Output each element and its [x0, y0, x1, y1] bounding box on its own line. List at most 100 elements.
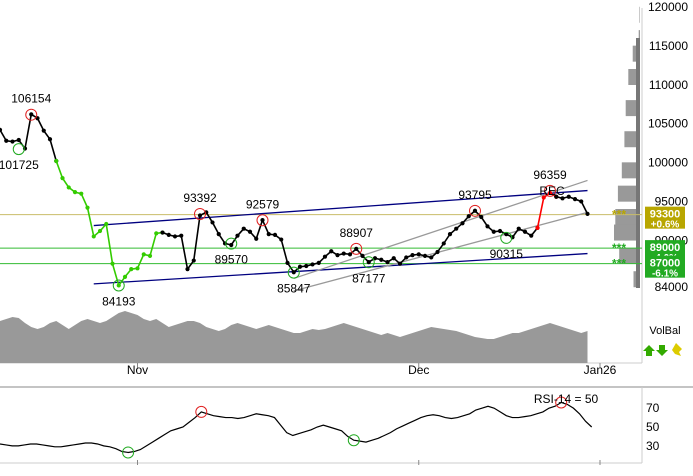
pivot-label: 96359 [533, 168, 567, 182]
pivot-marker [194, 207, 206, 220]
price-point [354, 246, 359, 251]
price-point [397, 261, 403, 266]
price-point [572, 197, 578, 202]
price-point [366, 260, 371, 265]
price-point [16, 137, 21, 143]
price-point [291, 270, 296, 275]
price-point [229, 242, 234, 248]
price-point [91, 234, 96, 239]
price-point [422, 253, 428, 258]
rsi-axis-tick: 30 [646, 439, 660, 453]
rsi-marker [195, 405, 208, 418]
price-point [272, 232, 278, 237]
price-point [104, 221, 109, 227]
x-axis-label: Nov [127, 363, 148, 377]
price-point [404, 255, 409, 260]
volume-profile-bar [628, 69, 640, 85]
price-point [460, 221, 465, 226]
price-point [535, 225, 540, 230]
price-point [466, 214, 471, 219]
price-axis-tick: 84000 [655, 280, 689, 294]
price-axis-tick: 110000 [649, 78, 688, 92]
pivot-label: 85847 [277, 282, 311, 296]
rsi-axis-tick: 50 [646, 420, 660, 434]
price-point [110, 261, 115, 266]
price-point [85, 205, 90, 210]
price-point [72, 190, 78, 195]
pivot-label: 101725 [0, 158, 39, 172]
price-point [129, 267, 134, 272]
price-line-segment [55, 160, 163, 288]
volbal-label: VolBal [649, 325, 680, 337]
pivot-label: 89570 [215, 253, 249, 267]
price-point [522, 229, 528, 234]
price-point [360, 253, 365, 258]
price-tag-stars: *** [612, 241, 626, 255]
pivot-marker [362, 256, 375, 269]
price-point [379, 257, 384, 262]
price-point [47, 137, 53, 142]
rsi-marker [122, 446, 135, 459]
price-point [322, 254, 328, 259]
trendline [93, 189, 588, 227]
pivot-label: 93795 [458, 188, 492, 202]
volume-profile-bar [621, 162, 640, 179]
price-point [160, 230, 165, 235]
price-point [385, 260, 390, 265]
price-axis-tick: 120000 [648, 0, 688, 14]
price-point [329, 249, 334, 254]
volume-profile-bar [617, 185, 640, 202]
price-tag-value: 93300 [650, 209, 681, 221]
pivot-marker [112, 279, 125, 292]
pivot-marker [469, 204, 481, 217]
price-point [166, 232, 171, 237]
price-point [391, 256, 396, 261]
pivot-label: 88907 [340, 226, 374, 240]
volume-profile-bar [619, 247, 640, 264]
price-point [154, 231, 159, 236]
pivot-label: 106154 [11, 92, 51, 106]
price-point [285, 260, 290, 265]
price-point [135, 266, 140, 271]
volbal-area [0, 311, 588, 363]
volbal-down-arrow [656, 345, 668, 356]
price-tag-stars: *** [612, 208, 626, 222]
price-point [60, 176, 65, 181]
price-point [310, 262, 315, 267]
rsi-marker [555, 396, 568, 409]
price-point [454, 226, 459, 231]
price-point [529, 233, 534, 238]
pivot-label: 84193 [102, 294, 136, 308]
price-point [216, 232, 221, 237]
trendline [293, 211, 588, 292]
price-point [335, 253, 340, 258]
price-point [497, 228, 503, 234]
price-point [491, 229, 496, 234]
rec-label: REC [539, 184, 565, 198]
rsi-line [0, 401, 593, 454]
volume-profile-bar [614, 224, 640, 241]
price-tag-change: +0.6% [651, 220, 680, 231]
price-point [447, 232, 453, 237]
price-point [304, 263, 309, 269]
pivot-marker [25, 108, 38, 121]
pivot-marker [350, 242, 363, 255]
price-axis-tick: 100000 [648, 156, 688, 170]
volume-profile-bar [615, 209, 640, 225]
pivot-label: 93392 [183, 191, 217, 205]
price-point [141, 252, 146, 257]
price-point [116, 283, 121, 288]
price-point [485, 224, 490, 229]
price-point [554, 194, 559, 199]
price-axis-tick: 95000 [655, 194, 689, 208]
price-point [254, 236, 259, 241]
price-point [247, 229, 253, 234]
volbal-flat-arrow [672, 343, 682, 356]
price-point [66, 185, 71, 190]
price-point [147, 253, 153, 258]
price-point [560, 196, 565, 201]
price-point [79, 191, 84, 196]
price-point [347, 252, 353, 257]
